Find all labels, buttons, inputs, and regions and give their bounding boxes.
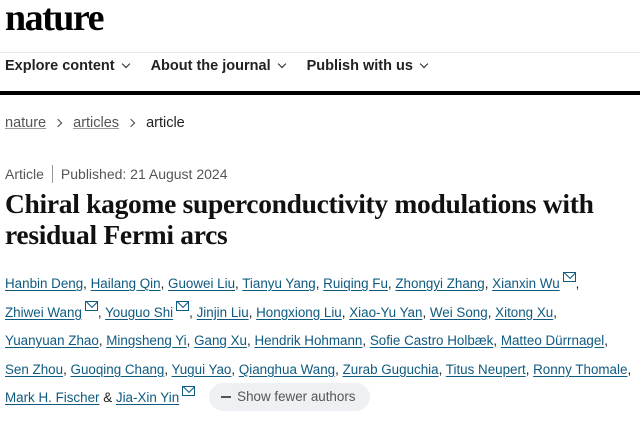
nav-label: About the journal [150, 58, 271, 74]
email-icon[interactable] [84, 300, 98, 311]
published-date: Published: 21 August 2024 [60, 166, 228, 182]
breadcrumb-current: article [146, 115, 185, 131]
article-type: Article [5, 166, 44, 182]
author-link[interactable]: Yugui Yao [171, 361, 232, 377]
button-label: Show fewer authors [237, 388, 356, 404]
author-link[interactable]: Ronny Thomale [533, 361, 628, 377]
main-nav: Explore content About the journal Publis… [5, 58, 449, 74]
author-link[interactable]: Zurab Guguchia [342, 361, 439, 377]
author-link[interactable]: Hanbin Deng [5, 276, 84, 291]
chevron-right-icon [126, 118, 136, 128]
author-link[interactable]: Mark H. Fischer [5, 390, 100, 406]
divider [0, 52, 640, 53]
author-link[interactable]: Sen Zhou [5, 361, 64, 377]
author-link[interactable]: Guowei Liu [168, 276, 236, 291]
author-separator: & [99, 390, 116, 406]
author-link[interactable]: Jinjin Liu [196, 304, 249, 320]
nav-label: Explore content [5, 58, 115, 74]
author-link[interactable]: Gang Xu [194, 333, 247, 349]
author-link[interactable]: Sofie Castro Holbæk [369, 333, 494, 349]
author-link[interactable]: Ruiqing Fu [323, 276, 388, 291]
header-bar [0, 91, 640, 95]
author-link[interactable]: Qianghua Wang [238, 361, 336, 377]
nav-publish-with-us[interactable]: Publish with us [306, 58, 429, 74]
author-link[interactable]: Hendrik Hohmann [254, 333, 363, 349]
breadcrumb: nature articles article [5, 115, 185, 131]
chevron-down-icon [277, 59, 286, 69]
author-link[interactable]: Titus Neupert [445, 361, 526, 377]
author-list: Hanbin Deng, Hailang Qin, Guowei Liu, Ti… [5, 270, 640, 413]
nav-explore-content[interactable]: Explore content [5, 58, 130, 74]
author-link[interactable]: Guoqing Chang [70, 361, 165, 377]
author-link[interactable]: Xiao-Yu Yan [349, 304, 423, 320]
author-link[interactable]: Tianyu Yang [242, 276, 316, 291]
nav-about-journal[interactable]: About the journal [150, 58, 286, 74]
email-icon[interactable] [562, 272, 576, 282]
article-meta: Article Published: 21 August 2024 [5, 165, 227, 183]
show-fewer-authors-button[interactable]: Show fewer authors [209, 382, 370, 411]
author-link[interactable]: Jia-Xin Yin [115, 390, 180, 406]
chevron-right-icon [53, 118, 63, 128]
author-link[interactable]: Matteo Dürrnagel [500, 333, 605, 349]
minus-icon [221, 395, 232, 398]
breadcrumb-nature[interactable]: nature [5, 115, 47, 131]
breadcrumb-articles[interactable]: articles [73, 115, 120, 131]
divider [51, 165, 53, 183]
author-link[interactable]: Hongxiong Liu [256, 304, 342, 320]
nature-logo[interactable]: nature [5, 0, 104, 39]
chevron-down-icon [419, 59, 429, 69]
author-link[interactable]: Xianxin Wu [492, 276, 560, 291]
author-link[interactable]: Mingsheng Yi [106, 333, 187, 349]
author-link[interactable]: Xitong Xu [495, 304, 554, 320]
author-link[interactable]: Zhongyi Zhang [395, 276, 485, 291]
page-title: Chiral kagome superconductivity modulati… [5, 188, 594, 250]
chevron-down-icon [121, 59, 130, 69]
email-icon[interactable] [176, 300, 190, 311]
nav-label: Publish with us [306, 58, 413, 74]
author-link[interactable]: Wei Song [429, 304, 488, 320]
author-link[interactable]: Youguo Shi [105, 304, 174, 320]
author-link[interactable]: Zhiwei Wang [5, 304, 82, 320]
author-link[interactable]: Hailang Qin [90, 276, 161, 291]
email-icon[interactable] [182, 386, 196, 397]
author-link[interactable]: Yuanyuan Zhao [5, 333, 99, 349]
